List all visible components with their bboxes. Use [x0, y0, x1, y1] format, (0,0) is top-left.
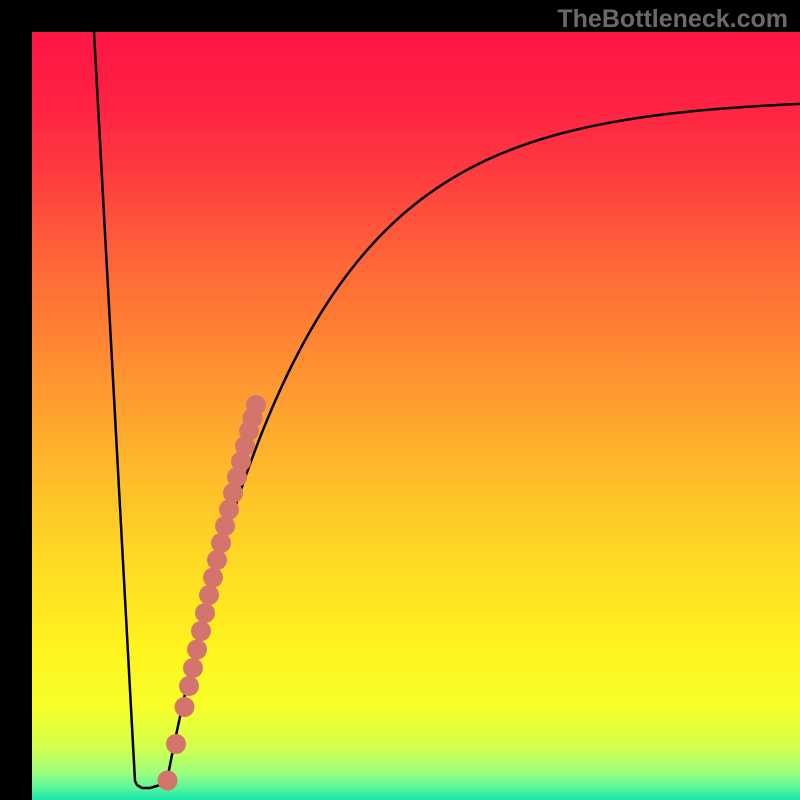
- data-marker: [166, 734, 186, 754]
- data-marker: [175, 697, 195, 717]
- data-marker: [207, 550, 227, 570]
- chart-svg: [0, 0, 800, 800]
- watermark-text: TheBottleneck.com: [557, 5, 788, 34]
- data-marker: [203, 568, 223, 588]
- data-marker: [158, 771, 178, 791]
- data-marker: [183, 658, 203, 678]
- data-marker: [195, 603, 215, 623]
- chart-container: TheBottleneck.com: [0, 0, 800, 800]
- data-marker: [246, 395, 266, 415]
- data-marker: [179, 676, 199, 696]
- data-marker: [199, 585, 219, 605]
- data-marker: [191, 621, 211, 641]
- data-marker: [211, 533, 231, 553]
- data-marker: [187, 640, 207, 660]
